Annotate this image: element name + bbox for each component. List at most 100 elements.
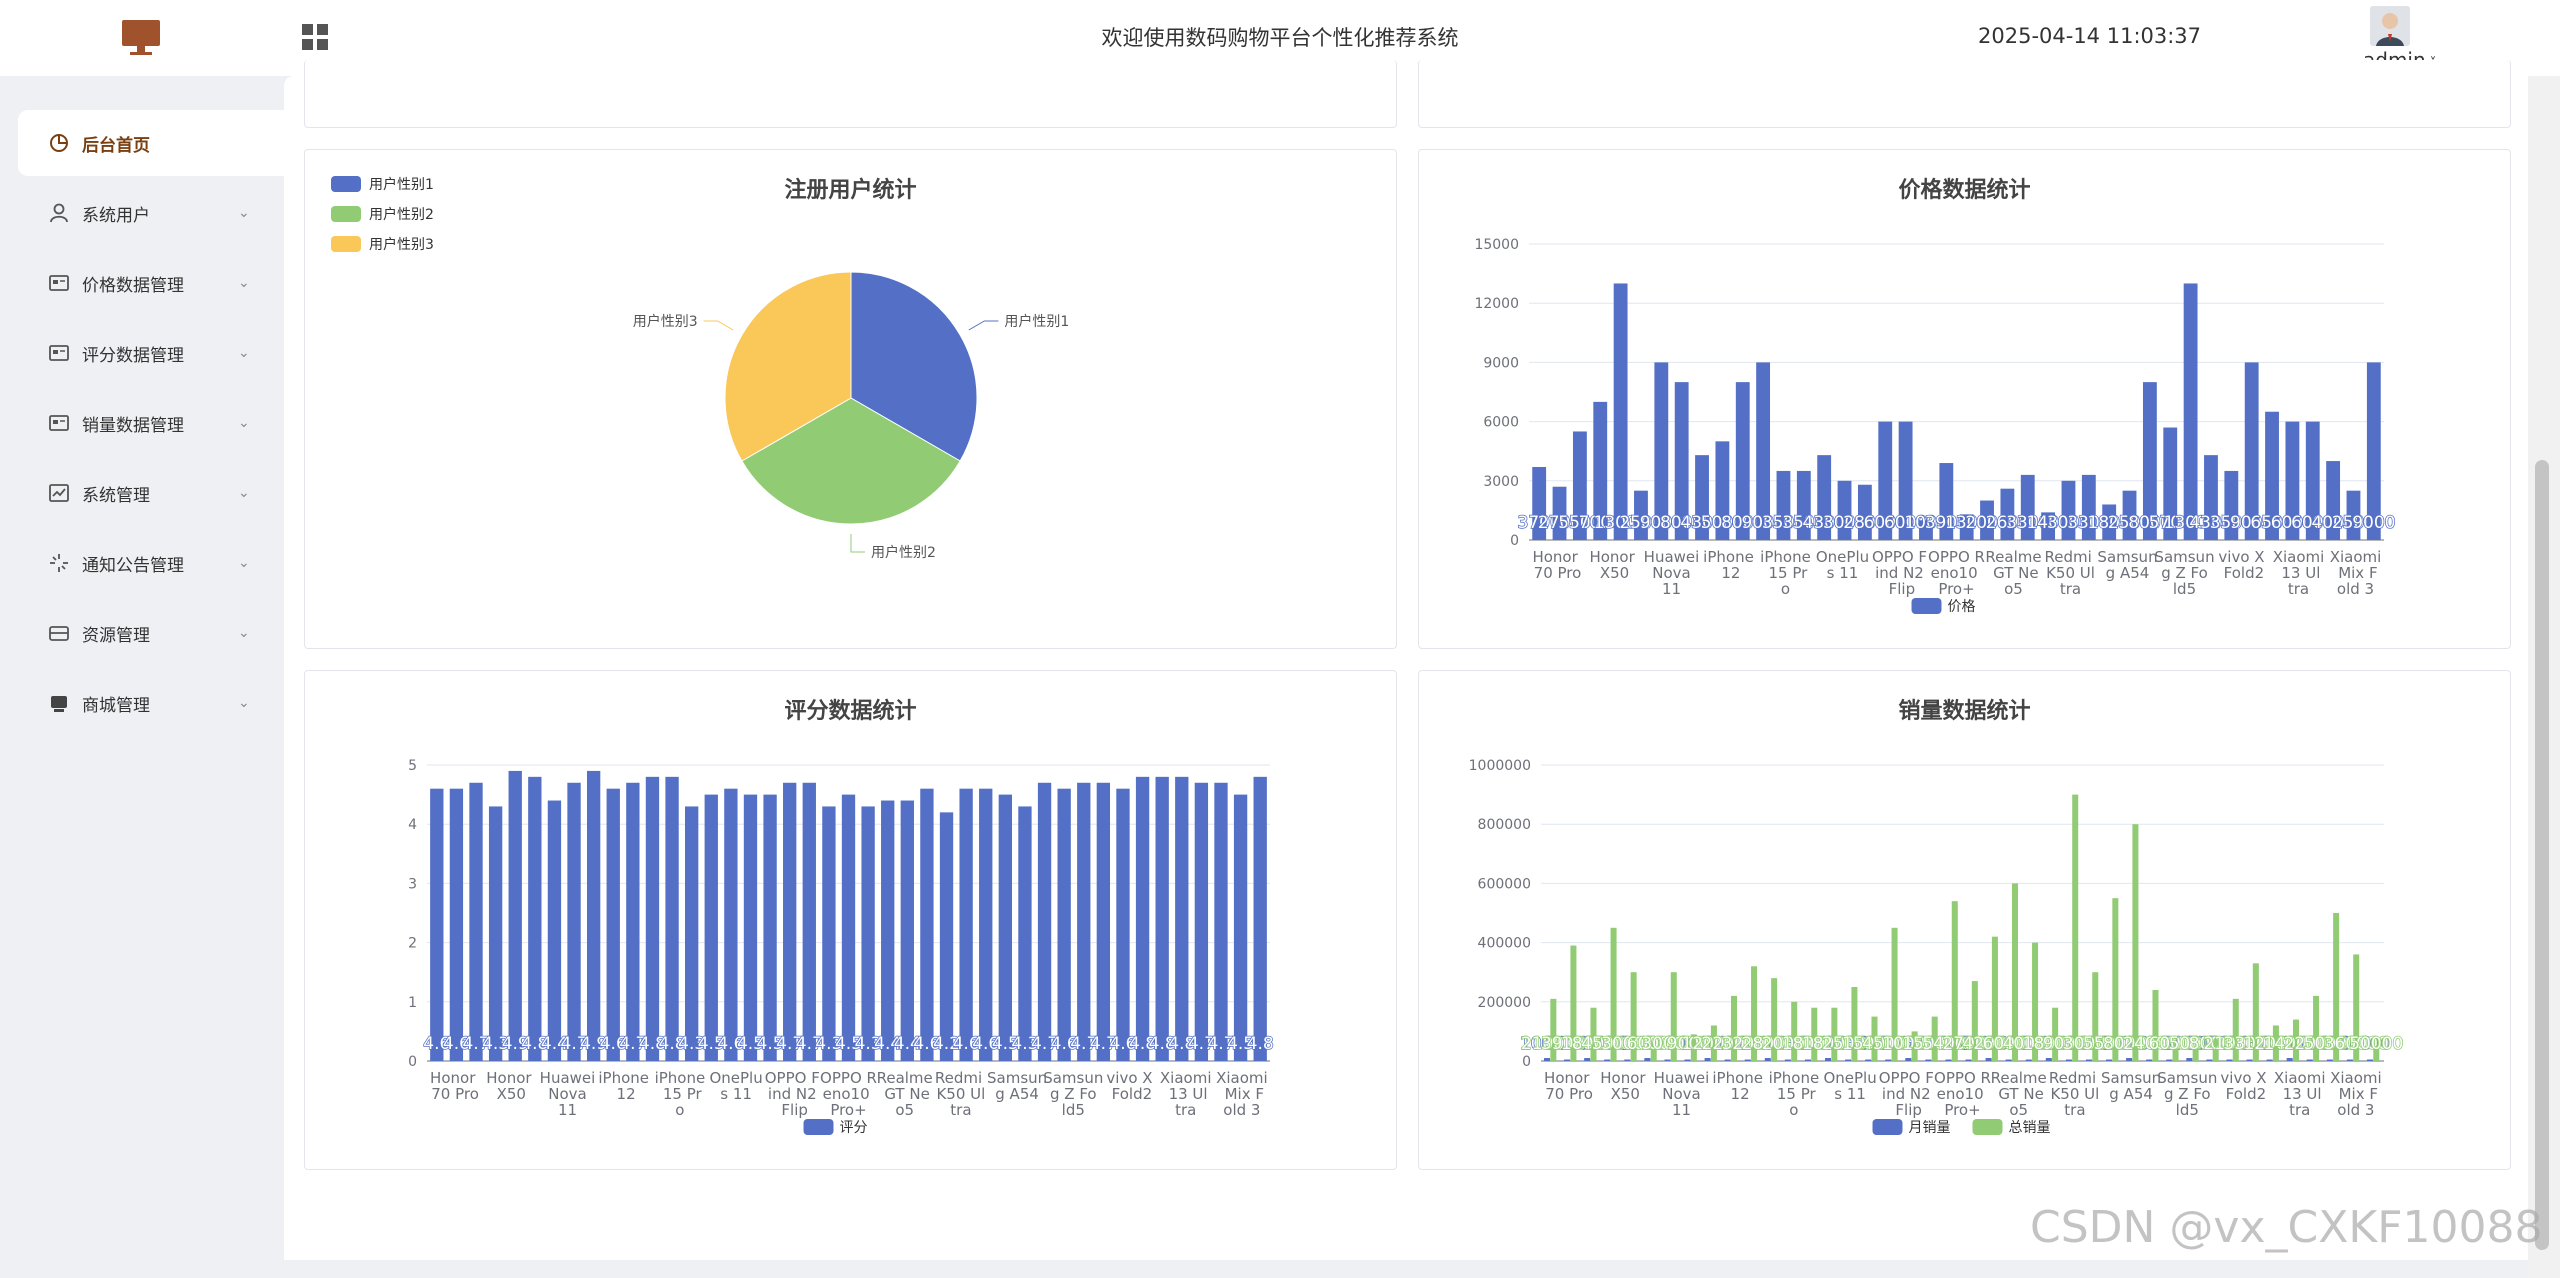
- bar[interactable]: [1018, 806, 1032, 1061]
- bar[interactable]: [1959, 514, 1974, 540]
- bar[interactable]: [1971, 981, 1978, 1061]
- pie-slice[interactable]: [741, 397, 961, 525]
- bar[interactable]: [1811, 1007, 1818, 1061]
- bar[interactable]: [2212, 1037, 2219, 1061]
- bar[interactable]: [802, 782, 816, 1061]
- bar[interactable]: [2032, 942, 2039, 1061]
- bar[interactable]: [2045, 1058, 2052, 1061]
- bar[interactable]: [1650, 1043, 1657, 1061]
- bar[interactable]: [2265, 411, 2279, 540]
- bar[interactable]: [1851, 987, 1858, 1061]
- bar[interactable]: [1919, 520, 1933, 540]
- bar[interactable]: [2313, 995, 2320, 1061]
- legend-swatch[interactable]: [331, 206, 361, 222]
- bar[interactable]: [1690, 1034, 1697, 1061]
- bar[interactable]: [783, 782, 797, 1061]
- bar[interactable]: [1925, 1059, 1932, 1061]
- bar[interactable]: [606, 788, 620, 1061]
- bar[interactable]: [1980, 500, 1994, 540]
- bar[interactable]: [2172, 1043, 2179, 1061]
- bar[interactable]: [1684, 1059, 1691, 1061]
- bar[interactable]: [508, 770, 522, 1061]
- legend-swatch[interactable]: [1872, 1119, 1903, 1135]
- chevron-down-icon[interactable]: ⌄: [238, 485, 250, 501]
- bar[interactable]: [881, 800, 895, 1061]
- bar[interactable]: [1544, 1058, 1551, 1061]
- bar[interactable]: [822, 806, 836, 1061]
- bar[interactable]: [2072, 794, 2079, 1061]
- bar[interactable]: [2166, 1059, 2173, 1061]
- bar[interactable]: [2132, 824, 2139, 1061]
- bar[interactable]: [528, 776, 542, 1061]
- bar[interactable]: [1532, 466, 1547, 540]
- bar[interactable]: [2152, 989, 2159, 1061]
- avatar[interactable]: [2370, 6, 2410, 46]
- bar[interactable]: [2224, 470, 2239, 540]
- bar[interactable]: [2192, 1046, 2199, 1061]
- bar[interactable]: [1865, 1059, 1872, 1061]
- bar[interactable]: [1985, 1058, 1992, 1061]
- sidebar-item-4[interactable]: 销量数据管理 ⌄: [18, 390, 284, 456]
- bar[interactable]: [1037, 782, 1052, 1061]
- sidebar-item-2[interactable]: 价格数据管理 ⌄: [18, 250, 284, 316]
- bar[interactable]: [2232, 998, 2239, 1061]
- bar[interactable]: [1804, 1059, 1811, 1061]
- legend-label[interactable]: 用户性别1: [369, 176, 434, 193]
- chevron-down-icon[interactable]: ⌄: [238, 275, 250, 291]
- bar[interactable]: [1791, 1001, 1798, 1061]
- bar[interactable]: [2025, 1059, 2032, 1061]
- chevron-down-icon[interactable]: ⌄: [238, 415, 250, 431]
- bar[interactable]: [567, 782, 581, 1061]
- bar[interactable]: [2266, 1059, 2273, 1061]
- sidebar-item-3[interactable]: 评分数据管理 ⌄: [18, 320, 284, 386]
- bar[interactable]: [979, 788, 993, 1061]
- bar[interactable]: [2204, 455, 2218, 540]
- bar[interactable]: [2041, 512, 2056, 540]
- bar[interactable]: [1695, 455, 1709, 540]
- bar[interactable]: [1845, 1059, 1852, 1061]
- legend-label[interactable]: 月销量: [1909, 1120, 1951, 1136]
- legend-swatch[interactable]: [1972, 1119, 2003, 1135]
- bar[interactable]: [2142, 382, 2157, 540]
- legend-label[interactable]: 用户性别3: [369, 236, 434, 253]
- bar[interactable]: [743, 794, 758, 1061]
- bar[interactable]: [920, 788, 934, 1061]
- bar[interactable]: [1214, 782, 1228, 1061]
- bar[interactable]: [1898, 421, 1913, 540]
- bar[interactable]: [1931, 1016, 1938, 1061]
- sidebar-item-1[interactable]: 系统用户 ⌄: [18, 180, 284, 246]
- bar[interactable]: [586, 770, 601, 1061]
- bar[interactable]: [1771, 978, 1778, 1061]
- bar[interactable]: [1831, 1007, 1838, 1061]
- bar[interactable]: [1670, 972, 1677, 1061]
- sidebar-item-0[interactable]: 后台首页: [18, 110, 284, 176]
- bar[interactable]: [1965, 1059, 1972, 1061]
- bar[interactable]: [861, 806, 875, 1061]
- bar[interactable]: [1552, 486, 1567, 540]
- bar[interactable]: [2000, 488, 2015, 540]
- bar[interactable]: [704, 794, 718, 1061]
- bar[interactable]: [1991, 936, 1998, 1061]
- bar[interactable]: [1155, 776, 1169, 1061]
- bar[interactable]: [2286, 1058, 2293, 1061]
- bar[interactable]: [2061, 480, 2076, 540]
- bar[interactable]: [1796, 470, 1811, 540]
- bar[interactable]: [2292, 1019, 2299, 1061]
- bar[interactable]: [2092, 972, 2099, 1061]
- bar[interactable]: [1939, 463, 1954, 540]
- bar[interactable]: [1756, 362, 1771, 540]
- chevron-down-icon[interactable]: ⌄: [238, 205, 250, 221]
- bar[interactable]: [2052, 1007, 2059, 1061]
- bar[interactable]: [2246, 1059, 2253, 1061]
- bar[interactable]: [1116, 788, 1130, 1061]
- bar[interactable]: [1878, 421, 1893, 540]
- bar[interactable]: [1715, 441, 1730, 540]
- bar[interactable]: [1837, 480, 1852, 540]
- bar[interactable]: [1604, 1059, 1611, 1061]
- bar[interactable]: [2106, 1059, 2113, 1061]
- pie-slice[interactable]: [850, 271, 978, 462]
- bar[interactable]: [2326, 1059, 2333, 1061]
- bar[interactable]: [1945, 1059, 1952, 1061]
- bar[interactable]: [684, 806, 699, 1061]
- bar[interactable]: [1885, 1059, 1892, 1061]
